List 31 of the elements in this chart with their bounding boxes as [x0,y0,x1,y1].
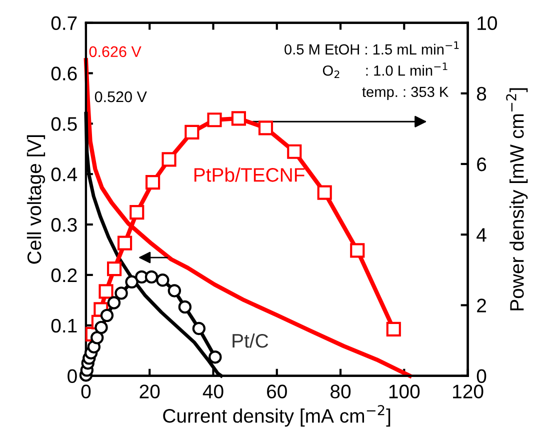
y2-tick-label: 6 [477,157,486,172]
series-label: Pt/C [232,333,268,348]
x-tick-label: 20 [140,384,160,398]
x-axis-title: Current density [mA cm$^{−2}$] [163,405,390,427]
y2-tick-label: 2 [477,298,486,312]
y-axis-title: Cell voltage [V] [26,135,46,264]
x-tick-label: 100 [389,384,420,398]
y2-tick-label: 8 [476,86,486,101]
series-label: PtPb/TECNF [194,168,304,182]
y2-tick-label: 0 [476,369,486,384]
annotation: temp. : 353 K [362,86,449,100]
y-tick-label: 0.4 [51,168,78,182]
y-tick-label: 0.6 [51,66,77,80]
x-tick-label: 0 [81,384,91,398]
annotation: 0.626 V [89,46,142,58]
y2-tick-label: 10 [478,16,497,30]
y-tick-label: 0.3 [51,218,77,232]
y-tick-label: 0.1 [51,318,77,333]
annotation: 0.5 M EtOH : 1.5 mL min$^{−1}$ [284,41,459,55]
y-tick-label: 0.5 [51,117,77,131]
y-tick-label: 0.7 [51,16,77,30]
text: O$_{2}$ : 1.0 L min$^{−1}$ [322,62,448,78]
y2-tick-label: 4 [476,228,486,242]
y-tick-label: 0.2 [51,268,77,282]
y-tick-label: 0 [68,369,77,384]
x-tick-label: 80 [330,384,351,398]
annotation: 0.520 V [94,91,147,102]
x-tick-label: 60 [267,384,287,398]
y2-axis-title: Power density [mW cm$^{−2}$] [506,88,528,310]
x-tick-label: 120 [453,384,484,398]
x-tick-label: 40 [202,384,224,398]
